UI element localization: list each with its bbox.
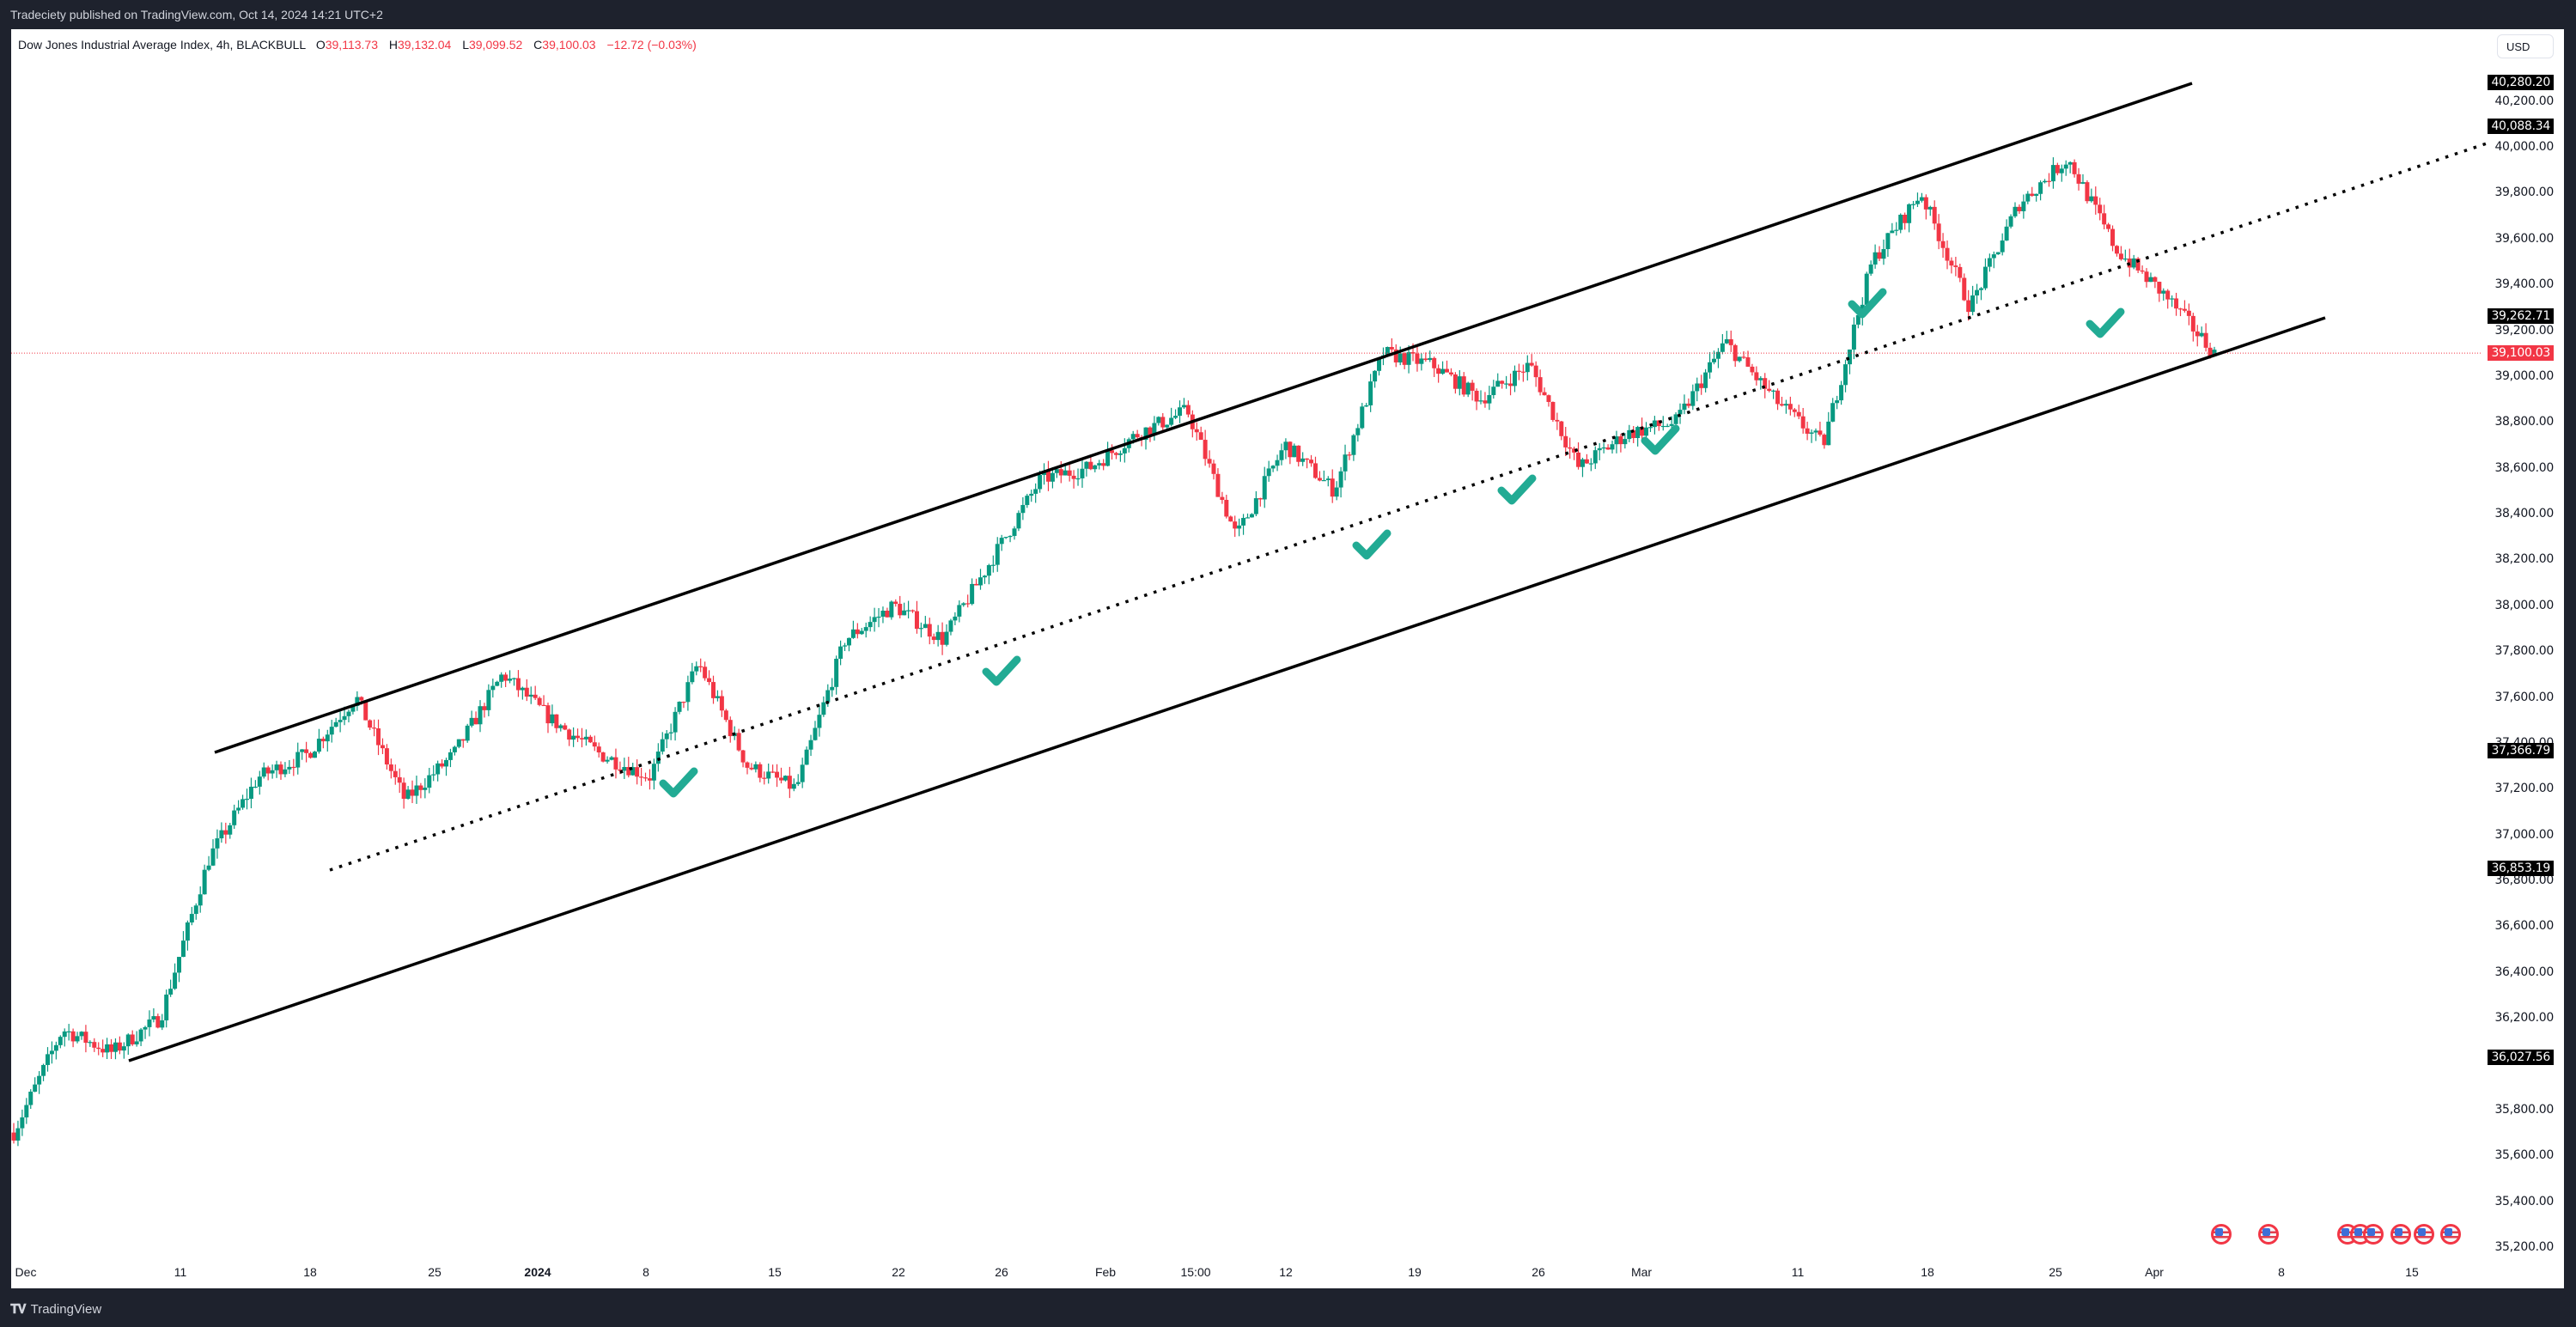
time-tick: 11 [1791, 1265, 1805, 1279]
time-tick: 15:00 [1180, 1265, 1211, 1279]
time-tick: 12 [1279, 1265, 1293, 1279]
close-value: 39,100.03 [542, 38, 596, 52]
time-tick: 25 [428, 1265, 442, 1279]
symbol-title: Dow Jones Industrial Average Index, 4h, … [18, 38, 307, 52]
time-tick: Feb [1094, 1265, 1117, 1279]
price-tick: 36,400.00 [2494, 965, 2554, 979]
change-value: −12.72 (−0.03%) [606, 38, 697, 52]
time-tick: 22 [892, 1265, 905, 1279]
time-tick: 26 [1532, 1265, 1545, 1279]
symbol-legend: Dow Jones Industrial Average Index, 4h, … [18, 38, 697, 52]
us-flag-event-icon[interactable] [2258, 1224, 2279, 1245]
us-flag-event-icon[interactable] [2414, 1224, 2434, 1245]
price-label-badge: 39,262.71 [2488, 307, 2554, 324]
time-tick: 15 [768, 1265, 782, 1279]
us-flag-event-icon[interactable] [2390, 1224, 2411, 1245]
price-tick: 38,800.00 [2494, 415, 2554, 429]
price-tick: 35,800.00 [2494, 1102, 2554, 1117]
price-label-badge: 36,853.19 [2488, 860, 2554, 876]
price-tick: 35,600.00 [2494, 1148, 2554, 1163]
time-tick: 2024 [524, 1265, 551, 1279]
price-label-badge: 36,027.56 [2488, 1050, 2554, 1066]
time-tick: 8 [2278, 1265, 2285, 1279]
price-tick: 38,000.00 [2494, 598, 2554, 612]
time-tick: Apr [2145, 1265, 2164, 1279]
publish-bar: Tradeciety published on TradingView.com,… [10, 8, 383, 21]
time-tick: 19 [1408, 1265, 1422, 1279]
checkmark-icon [1641, 424, 1680, 455]
price-tick: 36,800.00 [2494, 874, 2554, 888]
price-tick: 39,000.00 [2494, 368, 2554, 383]
currency-button[interactable]: USD [2497, 34, 2554, 58]
low-value: 39,099.52 [468, 38, 523, 52]
price-tick: 39,600.00 [2494, 231, 2554, 246]
price-tick: 35,400.00 [2494, 1194, 2554, 1208]
time-tick: Mar [1630, 1265, 1653, 1279]
price-tick: 37,800.00 [2494, 644, 2554, 659]
price-tick: 39,800.00 [2494, 186, 2554, 200]
price-tick: 39,200.00 [2494, 323, 2554, 338]
price-tick: 36,600.00 [2494, 919, 2554, 934]
channel-upper-line [214, 82, 2193, 754]
footer-brand: TradingView [30, 1301, 102, 1317]
price-tick: 40,000.00 [2494, 140, 2554, 154]
chart-plot[interactable] [11, 29, 2564, 1288]
price-tick: 39,400.00 [2494, 277, 2554, 292]
price-label-badge: 40,088.34 [2488, 119, 2554, 135]
price-label-badge: 40,280.20 [2488, 75, 2554, 91]
price-tick: 38,600.00 [2494, 460, 2554, 475]
price-tick: 37,200.00 [2494, 782, 2554, 796]
chart-frame[interactable]: Dow Jones Industrial Average Index, 4h, … [11, 29, 2564, 1288]
checkmark-icon [1848, 288, 1887, 319]
us-flag-event-icon[interactable] [2440, 1224, 2461, 1245]
price-tick: 37,000.00 [2494, 827, 2554, 842]
price-label-badge: 37,366.79 [2488, 742, 2554, 758]
checkmark-icon [2086, 307, 2125, 338]
us-flag-event-icon[interactable] [2211, 1224, 2232, 1245]
time-tick: Dec [15, 1265, 37, 1279]
time-tick: 11 [174, 1265, 187, 1279]
candles [11, 157, 2217, 1147]
checkmark-icon [1352, 529, 1392, 560]
time-tick: 25 [2049, 1265, 2062, 1279]
channel-mid-dotted-line [329, 142, 2488, 872]
checkmark-icon [659, 767, 698, 798]
time-tick: 18 [303, 1265, 317, 1279]
high-value: 39,132.04 [398, 38, 452, 52]
price-tick: 36,200.00 [2494, 1011, 2554, 1026]
channel-lower-line [128, 316, 2326, 1062]
checkmark-icon [1497, 474, 1537, 505]
time-tick: 18 [1921, 1265, 1934, 1279]
us-flag-event-icon[interactable] [2363, 1224, 2384, 1245]
price-tick: 35,200.00 [2494, 1240, 2554, 1255]
price-tick: 38,200.00 [2494, 552, 2554, 567]
checkmark-icon [982, 655, 1021, 686]
last-price-badge: 39,100.03 [2488, 345, 2554, 362]
footer: 𝐓𝐕 TradingView [10, 1299, 101, 1319]
price-tick: 38,400.00 [2494, 507, 2554, 520]
time-tick: 8 [642, 1265, 649, 1279]
open-value: 39,113.73 [325, 38, 378, 52]
tradingview-logo-icon: 𝐓𝐕 [10, 1301, 27, 1317]
price-tick: 40,200.00 [2494, 94, 2554, 108]
time-tick: 26 [995, 1265, 1008, 1279]
time-tick: 15 [2405, 1265, 2419, 1279]
price-tick: 37,600.00 [2494, 690, 2554, 704]
